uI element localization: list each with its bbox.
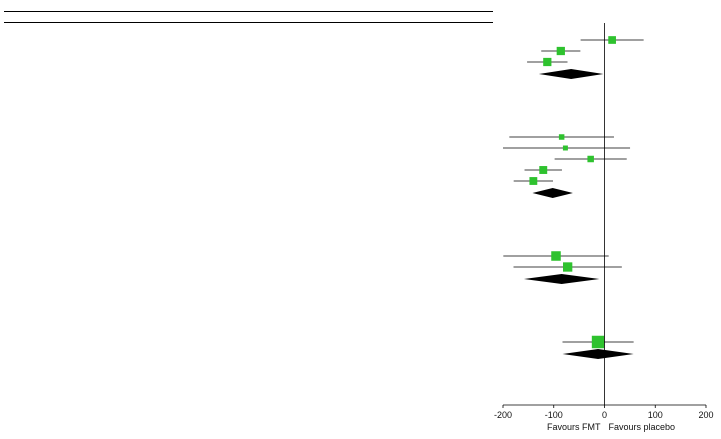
study-effect-square: [608, 36, 616, 44]
subtotal-diamond: [538, 69, 604, 79]
subtotal-diamond: [562, 349, 634, 359]
x-axis-tick-label: 0: [602, 410, 607, 420]
study-effect-square: [539, 166, 548, 174]
subtotal-diamond: [532, 188, 573, 198]
table-header-rule-top: [4, 11, 493, 12]
study-effect-square: [562, 145, 568, 151]
x-axis-tick-label: 200: [698, 410, 713, 420]
study-effect-square: [563, 262, 573, 272]
x-axis-tick-label: 100: [648, 410, 663, 420]
study-effect-square: [556, 46, 565, 56]
subtotal-diamond: [523, 274, 600, 284]
x-axis-tick-label: -100: [545, 410, 563, 420]
favours-placebo-label: Favours placebo: [609, 422, 676, 432]
study-effect-square: [551, 251, 561, 261]
study-effect-square: [543, 57, 552, 67]
study-effect-square: [591, 335, 605, 349]
favours-fmt-label: Favours FMT: [547, 422, 601, 432]
study-effect-square: [558, 134, 565, 140]
x-axis-tick-label: -200: [494, 410, 512, 420]
study-effect-square: [529, 177, 538, 185]
table-header-rule-bottom: [4, 22, 493, 23]
study-effect-square: [587, 155, 594, 163]
